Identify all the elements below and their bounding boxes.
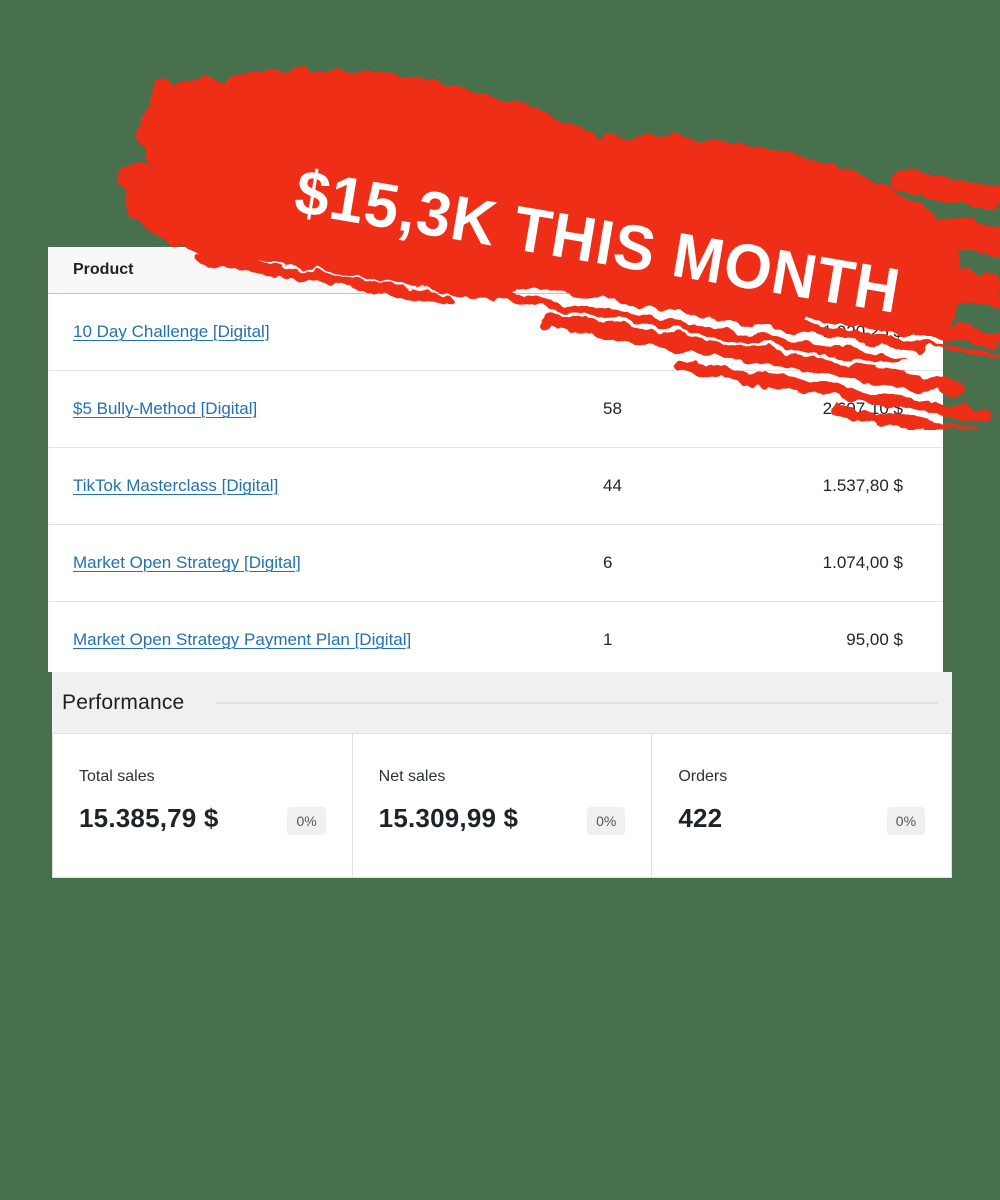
performance-cards: Total sales 15.385,79 $ 0% Net sales 15.… (52, 733, 952, 878)
items-sold-cell: 58 (603, 370, 793, 448)
items-sold-cell: 6 (603, 524, 793, 602)
table-row: TikTok Masterclass [Digital] 44 1.537,80… (48, 447, 943, 525)
column-header-net-sales[interactable]: Net sales (793, 247, 943, 294)
product-link[interactable]: 10 Day Challenge [Digital] (73, 322, 270, 341)
change-badge: 0% (287, 807, 326, 835)
items-sold-cell: 193 (603, 293, 793, 371)
table-header-row: Product Items sold Net sales (48, 247, 943, 294)
performance-section: Performance Total sales 15.385,79 $ 0% N… (52, 672, 952, 878)
stat-label: Net sales (378, 768, 446, 785)
stat-value: 15.309,99 $ (378, 803, 519, 833)
divider (216, 701, 938, 704)
column-header-items-sold[interactable]: Items sold (603, 247, 793, 294)
items-sold-cell: 1 (603, 601, 793, 672)
product-link[interactable]: $5 Bully-Method [Digital] (73, 399, 258, 418)
table-row: Market Open Strategy Payment Plan [Digit… (48, 601, 943, 672)
table-row: $5 Bully-Method [Digital] 58 2.607,10 $ (48, 370, 943, 448)
net-sales-cell: 1.920,25 $ (793, 293, 943, 371)
items-sold-cell: 44 (603, 447, 793, 525)
stat-card-total-sales: Total sales 15.385,79 $ 0% (53, 734, 353, 877)
product-link[interactable]: TikTok Masterclass [Digital] (73, 476, 279, 495)
performance-header: Performance (52, 672, 952, 733)
table-row: 10 Day Challenge [Digital] 193 1.920,25 … (48, 293, 943, 371)
product-link[interactable]: Market Open Strategy Payment Plan [Digit… (73, 630, 412, 649)
stat-label: Total sales (79, 768, 155, 785)
stat-value: 422 (678, 803, 723, 833)
net-sales-cell: 1.537,80 $ (793, 447, 943, 525)
net-sales-cell: 2.607,10 $ (793, 370, 943, 448)
change-badge: 0% (886, 807, 926, 835)
table-row: Market Open Strategy [Digital] 6 1.074,0… (48, 524, 943, 602)
products-report-table: Product Items sold Net sales 10 Day Chal… (48, 247, 943, 672)
net-sales-cell: 1.074,00 $ (793, 524, 943, 602)
column-header-product[interactable]: Product (48, 247, 603, 294)
stat-value: 15.385,79 $ (79, 803, 219, 833)
performance-title: Performance (62, 690, 185, 714)
stat-card-orders: Orders 422 0% (652, 734, 951, 877)
product-link[interactable]: Market Open Strategy [Digital] (73, 553, 301, 572)
net-sales-cell: 95,00 $ (793, 601, 943, 672)
change-badge: 0% (587, 807, 626, 835)
products-table-body: 10 Day Challenge [Digital] 193 1.920,25 … (48, 293, 943, 672)
stat-card-net-sales: Net sales 15.309,99 $ 0% (353, 734, 653, 877)
stat-label: Orders (678, 768, 728, 785)
